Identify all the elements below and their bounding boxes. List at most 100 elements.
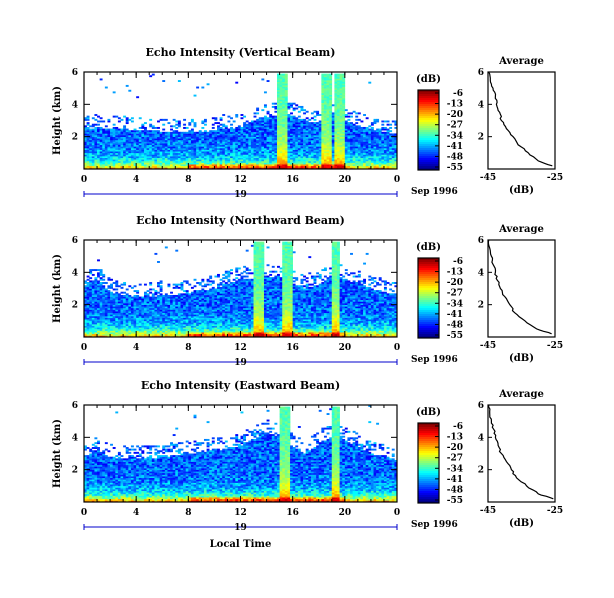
- echo-cell: [282, 118, 286, 121]
- echo-cell: [188, 123, 192, 126]
- echo-cell: [303, 130, 307, 133]
- echo-cell: [110, 167, 113, 170]
- echo-cell: [334, 89, 338, 92]
- echo-cell: [266, 117, 270, 120]
- echo-cell: [279, 101, 283, 104]
- echo-cell: [185, 126, 189, 129]
- echo-cell: [370, 164, 374, 167]
- echo-cell: [357, 152, 361, 155]
- echo-cell: [91, 154, 95, 157]
- echo-cell: [107, 303, 111, 305]
- echo-cell: [368, 147, 372, 150]
- echo-cell: [355, 112, 359, 115]
- colorbar-step: [418, 148, 439, 151]
- echo-cell: [175, 131, 179, 134]
- echo-cell: [112, 144, 116, 147]
- echo-cell: [185, 151, 189, 154]
- echo-cell: [143, 146, 147, 149]
- echo-cell: [308, 139, 312, 142]
- echo-cell: [97, 165, 100, 168]
- echo-cell: [196, 147, 200, 150]
- echo-cell: [112, 126, 116, 129]
- echo-cell: [138, 152, 142, 155]
- echo-cell: [167, 141, 171, 144]
- echo-cell: [279, 89, 283, 92]
- echo-cell: [89, 319, 93, 322]
- echo-cell: [256, 156, 260, 158]
- echo-cell: [120, 294, 124, 297]
- echo-cell: [193, 157, 197, 160]
- echo-cell: [97, 141, 100, 144]
- echo-cell: [149, 139, 153, 142]
- echo-cell: [201, 133, 205, 136]
- echo-cell: [282, 138, 286, 141]
- echo-cell: [133, 146, 137, 149]
- echo-cell: [323, 147, 327, 150]
- echo-cell: [141, 159, 145, 162]
- echo-cell: [342, 164, 346, 167]
- echo-cell: [164, 143, 168, 146]
- echo-cell: [154, 332, 158, 335]
- echo-cell: [282, 96, 286, 99]
- echo-cell: [91, 131, 95, 134]
- echo-cell: [376, 141, 380, 144]
- echo-cell: [97, 167, 100, 170]
- echo-cell: [102, 151, 106, 154]
- echo-cell: [350, 162, 353, 165]
- echo-cell: [138, 126, 142, 129]
- echo-cell: [250, 126, 254, 129]
- echo-cell: [350, 167, 353, 170]
- echo-cell: [170, 156, 173, 158]
- echo-cell: [250, 164, 254, 167]
- echo-cell: [190, 159, 194, 162]
- echo-cell: [350, 156, 353, 158]
- echo-cell: [386, 162, 390, 165]
- echo-cell: [146, 133, 150, 136]
- echo-cell: [167, 152, 171, 155]
- echo-cell: [222, 136, 226, 139]
- echo-cell: [214, 117, 218, 120]
- echo-cell: [133, 131, 137, 134]
- echo-cell: [342, 130, 346, 133]
- echo-cell: [128, 164, 132, 167]
- echo-cell: [334, 75, 338, 78]
- echo-cell: [149, 301, 153, 304]
- echo-cell: [97, 164, 100, 167]
- echo-cell: [177, 120, 181, 123]
- echo-cell: [107, 277, 111, 280]
- echo-cell: [310, 141, 314, 144]
- echo-cell: [149, 304, 153, 307]
- echo-cell: [91, 125, 95, 128]
- echo-cell: [313, 125, 317, 128]
- echo-cell: [352, 133, 356, 136]
- echo-cell: [347, 162, 351, 165]
- echo-cell: [146, 306, 150, 309]
- echo-cell: [355, 135, 359, 137]
- echo-cell: [91, 320, 95, 323]
- echo-cell: [300, 120, 304, 123]
- echo-cell: [339, 120, 343, 123]
- echo-cell: [175, 165, 179, 168]
- echo-cell: [227, 138, 231, 141]
- echo-cell: [292, 165, 296, 168]
- echo-cell: [84, 306, 87, 309]
- echo-cell: [123, 135, 127, 137]
- echo-cell: [248, 136, 252, 139]
- echo-cell: [258, 133, 262, 136]
- echo-cell: [117, 296, 121, 299]
- echo-cell: [391, 120, 395, 123]
- echo-cell: [368, 136, 372, 139]
- echo-cell: [97, 290, 100, 293]
- echo-cell: [308, 131, 312, 134]
- echo-cell: [391, 156, 395, 158]
- echo-cell: [224, 151, 228, 154]
- echo-cell: [167, 327, 171, 330]
- echo-cell: [209, 156, 213, 158]
- echo-cell: [282, 162, 286, 165]
- echo-cell: [344, 164, 348, 167]
- echo-cell: [120, 315, 124, 318]
- echo-cell: [261, 123, 265, 126]
- echo-cell: [287, 147, 291, 150]
- echo-cell: [263, 146, 267, 149]
- echo-cell: [130, 143, 134, 146]
